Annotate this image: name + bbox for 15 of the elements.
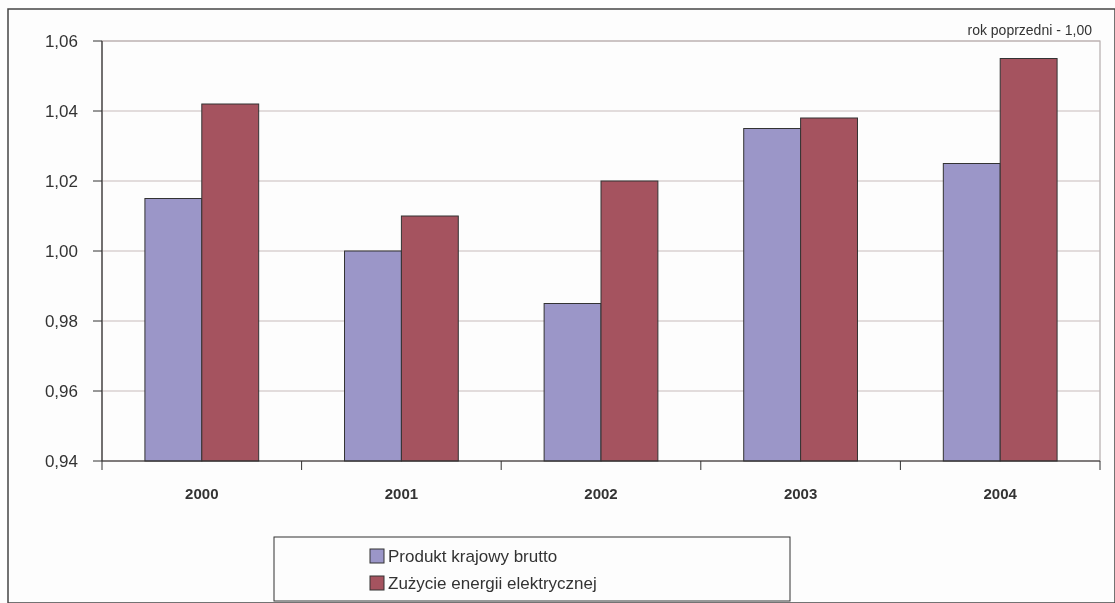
x-tick-label: 2001 (384, 485, 419, 502)
y-tick-label: 0,96 (44, 381, 78, 401)
legend-label: Produkt krajowy brutto (388, 546, 558, 566)
y-tick-label: 0,98 (44, 311, 78, 331)
y-tick-label: 0,94 (44, 451, 78, 471)
x-tick-label: 2002 (584, 485, 618, 502)
x-tick-label: 2000 (185, 485, 219, 502)
x-tick-label: 2003 (783, 485, 818, 502)
y-tick-label: 1,00 (44, 241, 78, 261)
text: rok poprzedni - 1,00 (967, 22, 1093, 38)
y-tick-label: 1,06 (44, 31, 78, 51)
x-tick-label: 2004 (983, 485, 1018, 502)
y-tick-label: 1,04 (44, 101, 78, 121)
legend-label: Zużycie energii elektrycznej (388, 573, 597, 593)
y-tick-label: 1,02 (44, 171, 78, 191)
